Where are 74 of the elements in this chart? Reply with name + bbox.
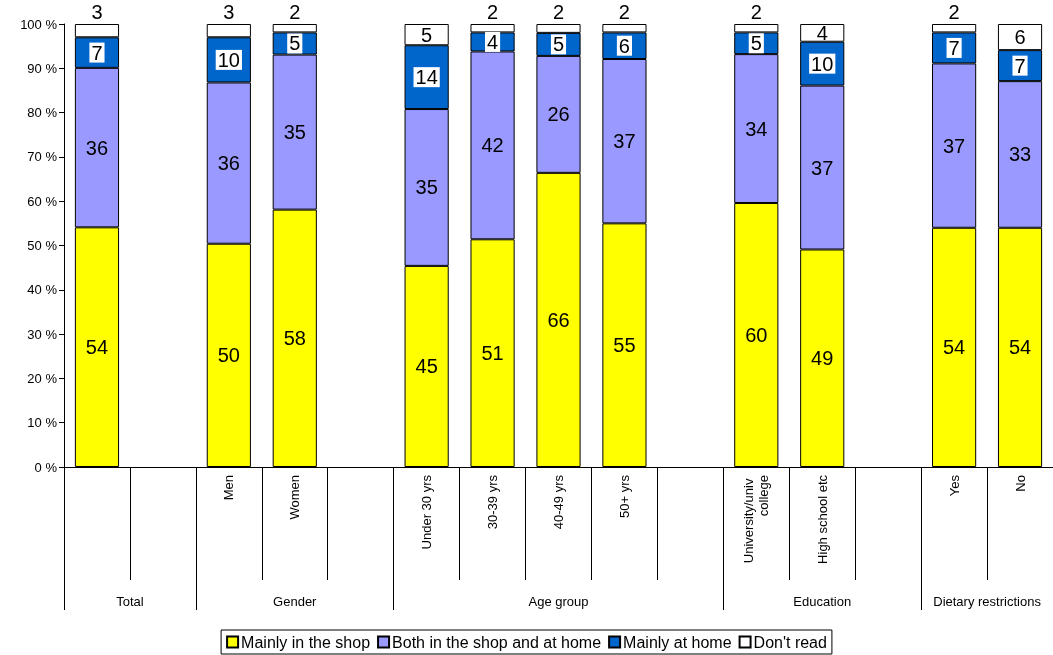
data-label: 2 (948, 1, 960, 23)
data-label: 10 (811, 52, 834, 75)
text: Education (793, 593, 852, 609)
x-tick-label: High school etc (814, 474, 830, 564)
x-tick-label: Men (221, 475, 237, 501)
data-label: 2 (750, 1, 762, 23)
data-label: 54 (942, 336, 966, 359)
data-label: 58 (283, 327, 306, 350)
data-label: 66 (547, 308, 570, 331)
data-label: 37 (613, 130, 636, 153)
data-label: 2 (487, 1, 499, 23)
x-tick-label: 30-39 yrs (485, 474, 501, 530)
data-label: 7 (1014, 54, 1026, 77)
text: Dietary restrictions (933, 593, 1042, 609)
data-label: 26 (547, 103, 570, 126)
x-tick-label: No (1012, 475, 1028, 492)
y-tick-label: 50 % (27, 238, 58, 253)
y-tick-label: 0 % (34, 459, 58, 475)
x-tick-label: Women (287, 475, 303, 520)
legend-label: Both in the shop and at home (392, 633, 602, 651)
y-tick-label: 40 % (27, 282, 58, 298)
data-label: 4 (487, 30, 499, 53)
data-label: 35 (283, 121, 306, 144)
data-label: 54 (85, 336, 109, 359)
legend-label: Don't read (753, 633, 827, 651)
y-tick-label: 10 % (27, 415, 58, 431)
text: Age group (528, 593, 589, 609)
data-label: 10 (217, 48, 240, 71)
data-label: 2 (618, 1, 630, 23)
data-label: 7 (91, 41, 103, 64)
y-tick-label: 80 % (27, 105, 58, 121)
x-tick-label: University/univ college (741, 475, 772, 564)
data-label: 6 (1014, 26, 1026, 49)
data-label: 4 (816, 21, 828, 44)
data-label: 45 (415, 355, 438, 378)
data-label: 5 (552, 33, 565, 56)
data-label: 55 (613, 334, 636, 357)
legend-label: Mainly at home (623, 633, 732, 651)
data-label: 54 (1008, 336, 1032, 359)
y-tick-label: 70 % (27, 149, 58, 165)
y-tick-label: 100 % (20, 16, 58, 32)
data-label: 2 (289, 1, 301, 23)
data-label: 36 (85, 136, 109, 159)
data-label: 33 (1008, 143, 1032, 166)
data-label: 50 (217, 344, 240, 367)
data-label: 35 (415, 176, 438, 199)
text: Gender (273, 593, 318, 609)
y-tick-label: 30 % (27, 326, 58, 342)
data-label: 2 (552, 1, 565, 23)
x-tick-label: Yes (946, 474, 962, 497)
data-label: 60 (745, 323, 768, 346)
y-tick-label: 20 % (27, 370, 58, 386)
data-label: 5 (750, 32, 762, 55)
data-label: 37 (811, 156, 834, 179)
x-tick-label: Under 30 yrs (419, 474, 435, 550)
data-label: 42 (481, 134, 504, 157)
data-label: 37 (942, 134, 966, 157)
data-label: 5 (289, 32, 301, 55)
data-label: 34 (745, 117, 768, 140)
data-label: 7 (948, 36, 960, 59)
data-label: 49 (811, 347, 834, 370)
data-label: 6 (618, 34, 630, 57)
data-label: 36 (217, 152, 240, 175)
data-label: 5 (421, 23, 433, 46)
legend-label: Mainly in the shop (241, 633, 371, 651)
text: Total (116, 593, 144, 609)
data-label: 3 (223, 1, 235, 23)
y-tick-label: 90 % (27, 60, 58, 76)
x-tick-label: 50+ yrs (616, 474, 632, 518)
data-label: 3 (91, 1, 103, 23)
data-label: 51 (481, 342, 504, 365)
y-tick-label: 60 % (27, 193, 58, 209)
x-tick-label: 40-49 yrs (551, 474, 566, 530)
data-label: 14 (415, 66, 438, 89)
